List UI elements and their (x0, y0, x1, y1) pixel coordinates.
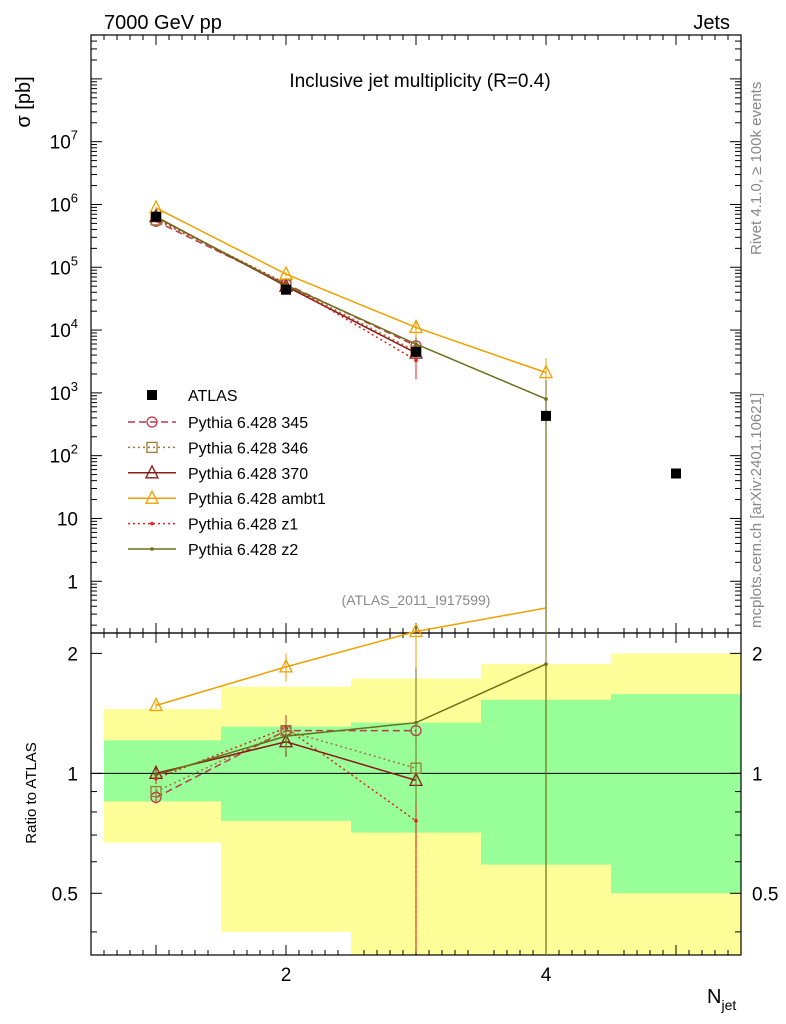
data-point (408, 319, 424, 334)
y-tick-label: 104 (50, 316, 78, 342)
atlas-data-point (541, 410, 551, 421)
legend-marker (147, 390, 157, 400)
data-point (148, 199, 164, 214)
x-tick-label: 2 (281, 965, 292, 986)
ratio-y-tick-label-right: 1 (752, 764, 763, 785)
ratio-point (414, 720, 418, 725)
rivet-label: Rivet 4.1.0, ≥ 100k events (748, 82, 765, 255)
series-ambt1 (148, 199, 554, 406)
analysis-watermark: (ATLAS_2011_I917599) (342, 592, 491, 608)
legend-label: Pythia 6.428 346 (188, 440, 308, 457)
data-point (414, 358, 418, 363)
series-atlas (151, 211, 681, 479)
legend-marker (150, 547, 154, 551)
legend-label: Pythia 6.428 345 (188, 415, 308, 432)
y-tick-label: 10 (57, 509, 78, 530)
series-z1 (154, 216, 418, 380)
ratio-point (284, 734, 288, 738)
ratio-point (154, 773, 158, 777)
series-line (155, 216, 547, 400)
y-tick-label: 102 (50, 442, 78, 468)
y-axis-label-ratio: Ratio to ATLAS (23, 742, 40, 843)
ratio-line (155, 663, 547, 776)
ratio-y-tick-label-right: 2 (752, 644, 763, 665)
uncertainty-bands (104, 653, 741, 955)
legend-label: Pythia 6.428 ambt1 (188, 491, 326, 508)
ratio-panel-series (148, 607, 548, 955)
legend-label: ATLAS (188, 388, 238, 405)
y-tick-label: 106 (50, 190, 78, 216)
data-point (278, 265, 294, 280)
main-panel-series (148, 199, 681, 633)
beam-label: 7000 GeV pp (104, 12, 222, 34)
axis-ticks: 2 4 1 10 102 103 104 105 106 107 0.5 0.5 1 1 2 2 (50, 34, 778, 986)
legend-marker (144, 489, 160, 504)
y-tick-label: 105 (50, 253, 78, 279)
legend-marker (146, 441, 158, 454)
ratio-point (408, 623, 424, 638)
ratio-point (148, 697, 164, 712)
legend-marker (150, 521, 154, 526)
legend-label: Pythia 6.428 370 (188, 466, 308, 483)
legend-marker (146, 416, 158, 428)
ratio-y-tick-label: 0.5 (52, 884, 78, 905)
legend: ATLAS Pythia 6.428 345 Pythia 6.428 346 Pyt… (128, 388, 326, 559)
atlas-data-point (671, 468, 681, 479)
ratio-y-tick-label-right: 0.5 (752, 884, 778, 905)
ratio-y-tick-label: 2 (67, 644, 78, 665)
process-label: Jets (693, 12, 730, 34)
ratio-point (278, 658, 294, 673)
ratio-line (155, 607, 547, 707)
atlas-data-point (281, 284, 291, 295)
mcplots-label: mcplots.cern.ch [arXiv:2401.10621] (748, 393, 765, 628)
y-tick-label: 103 (50, 379, 78, 405)
stat-uncertainty-band (611, 694, 741, 894)
x-axis-label: Njet (707, 986, 736, 1013)
series-line (155, 207, 547, 374)
legend-label: Pythia 6.428 z2 (188, 542, 298, 559)
y-tick-label: 107 (50, 128, 78, 154)
data-point (538, 364, 554, 379)
data-point (414, 342, 418, 346)
legend-label: Pythia 6.428 z1 (188, 517, 298, 534)
y-axis-label-main: σ [pb] (13, 76, 35, 127)
chart-title: Inclusive jet multiplicity (R=0.4) (289, 71, 550, 92)
ratio-y-tick-label: 1 (67, 764, 78, 785)
atlas-data-point (411, 346, 421, 357)
stat-uncertainty-band (104, 740, 221, 802)
atlas-data-point (151, 211, 161, 222)
y-tick-label: 1 (67, 572, 78, 593)
x-tick-label: 4 (541, 965, 552, 986)
legend-marker (144, 464, 160, 479)
ratio-point (150, 785, 162, 798)
